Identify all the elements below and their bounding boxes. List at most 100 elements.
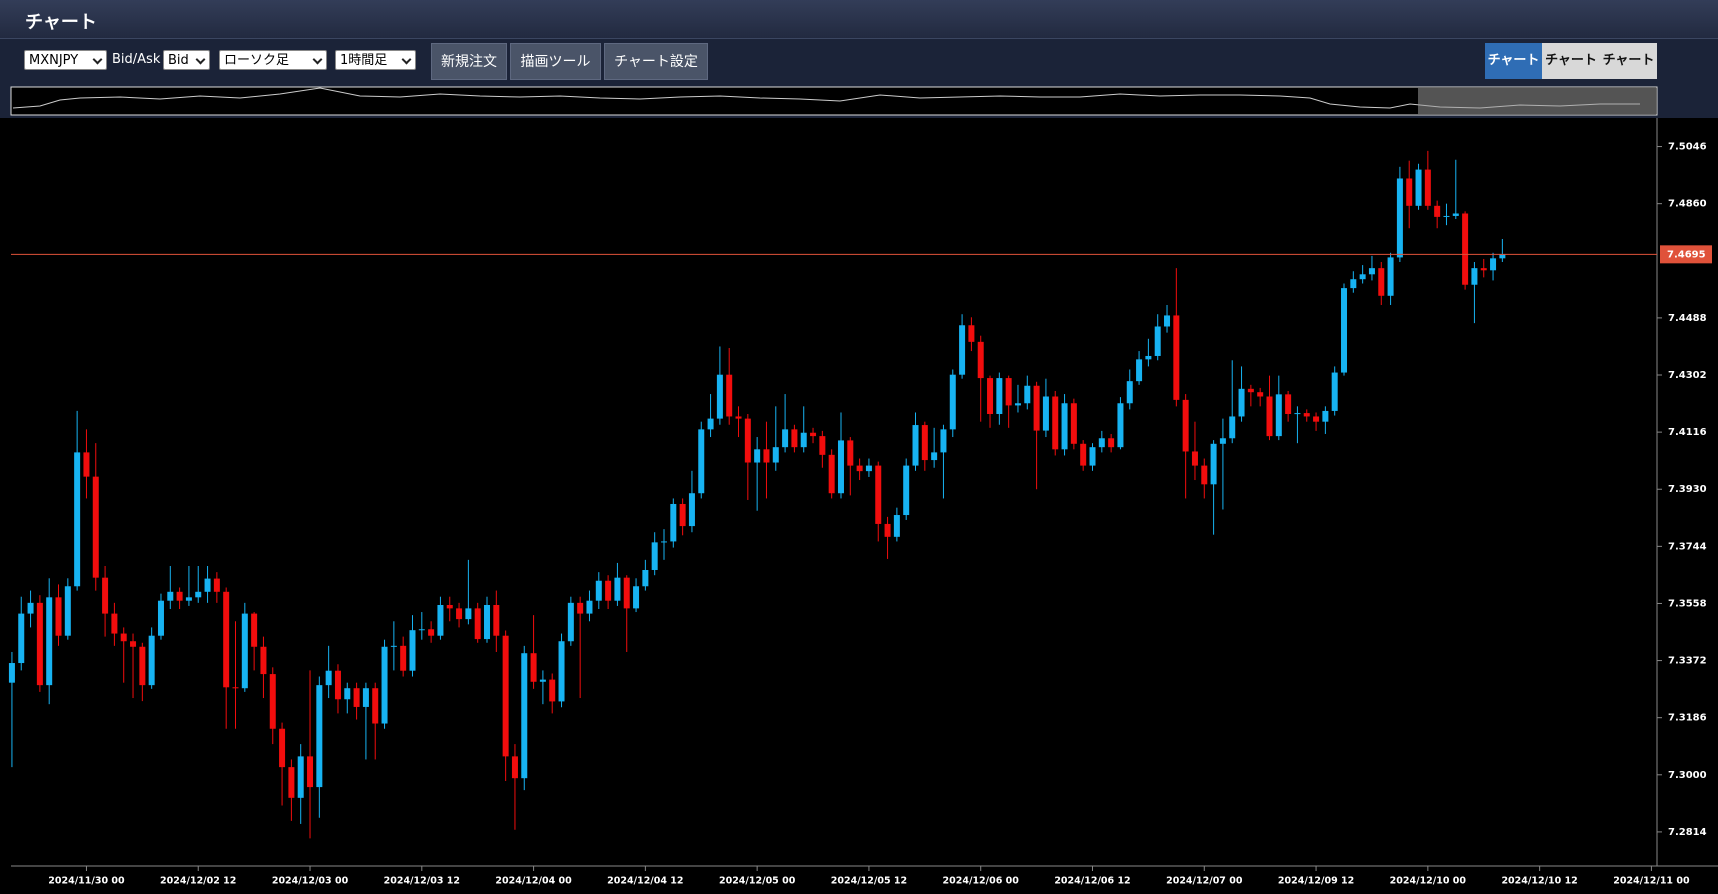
candle-body xyxy=(381,646,388,724)
candle-body xyxy=(698,429,705,494)
candle-body xyxy=(1350,279,1357,289)
x-tick-label: 2024/12/03 12 xyxy=(384,876,460,887)
candle-body xyxy=(55,597,62,636)
candle-body xyxy=(400,645,407,671)
candle-body xyxy=(1396,178,1403,258)
bidask-select[interactable]: Bid xyxy=(163,50,210,70)
candle-body xyxy=(493,604,500,636)
candle-body xyxy=(1229,416,1236,439)
candle-body xyxy=(1024,385,1031,404)
candle-body xyxy=(1303,413,1310,417)
title: チャート xyxy=(25,12,97,33)
candle-body xyxy=(856,465,863,472)
candle-body xyxy=(1033,385,1040,431)
candle-body xyxy=(763,449,770,463)
new-order-button[interactable]: 新規注文 xyxy=(431,43,507,80)
navigator-window[interactable] xyxy=(1418,88,1656,114)
candle-body xyxy=(1387,257,1394,296)
candle-body xyxy=(74,452,81,587)
chart-tab[interactable]: チャート3 xyxy=(1600,43,1657,104)
candle-body xyxy=(521,653,528,779)
candle-body xyxy=(931,452,938,461)
candle-body xyxy=(670,503,677,542)
candle-body xyxy=(633,586,640,609)
candle-body xyxy=(130,641,137,647)
candle-body xyxy=(36,602,43,686)
candle-body xyxy=(735,416,742,419)
title-bar: チャート xyxy=(0,0,1718,39)
candle-body xyxy=(623,577,630,609)
y-tick-label: 7.3744 xyxy=(1668,541,1707,552)
candle-body xyxy=(539,679,546,682)
y-tick-label: 7.4860 xyxy=(1668,199,1707,210)
candle-body xyxy=(446,604,453,609)
candle-body xyxy=(195,591,202,598)
candle-body xyxy=(260,646,267,675)
candle-body xyxy=(893,515,900,537)
y-tick-label: 7.3000 xyxy=(1668,770,1707,781)
x-tick-label: 2024/12/09 12 xyxy=(1278,876,1354,887)
candle-body xyxy=(875,465,882,524)
x-tick-label: 2024/12/07 00 xyxy=(1166,876,1243,887)
candle-body xyxy=(102,577,109,614)
candle-body xyxy=(1191,451,1198,466)
candle-body xyxy=(139,646,146,686)
candle-body xyxy=(912,425,919,466)
y-tick-label: 7.4302 xyxy=(1668,370,1707,381)
navigator-line xyxy=(12,87,1640,109)
candle-body xyxy=(1322,410,1329,422)
y-tick-label: 7.3372 xyxy=(1668,656,1707,667)
candle-body xyxy=(390,645,397,647)
drawing-tool-button[interactable]: 描画ツール xyxy=(510,43,601,80)
candle-body xyxy=(288,767,295,798)
candle-body xyxy=(1145,355,1152,360)
candle-body xyxy=(111,613,118,634)
symbol-select[interactable]: MXNJPY xyxy=(24,50,107,70)
candle-body xyxy=(46,597,53,686)
candle-body xyxy=(884,523,891,537)
candle-body xyxy=(1462,213,1469,285)
candle-body xyxy=(968,325,975,342)
candle-body xyxy=(251,613,258,647)
candle-body xyxy=(1499,254,1506,259)
candle-body xyxy=(83,452,90,477)
candle-body xyxy=(297,756,304,798)
candle-body xyxy=(1136,359,1143,382)
candle-body xyxy=(567,602,574,642)
y-tick-label: 7.4488 xyxy=(1668,313,1707,324)
candle-body xyxy=(660,541,667,543)
chart-tab[interactable]: チャート1 xyxy=(1485,43,1542,104)
candle-body xyxy=(1080,443,1087,466)
candle-body xyxy=(744,418,751,463)
x-tick-label: 2024/12/05 00 xyxy=(719,876,796,887)
x-tick-label: 2024/12/02 12 xyxy=(160,876,236,887)
chart-settings-button[interactable]: チャート設定 xyxy=(604,43,708,80)
candle-body xyxy=(1173,315,1180,400)
candle-body xyxy=(1164,315,1171,327)
candle-body xyxy=(120,633,127,642)
x-tick-label: 2024/12/06 12 xyxy=(1054,876,1130,887)
chart-tab[interactable]: チャート2 xyxy=(1542,43,1600,104)
candle-body xyxy=(307,756,314,788)
candle-body xyxy=(372,688,379,724)
candle-body xyxy=(353,688,360,707)
candle-body xyxy=(474,608,481,640)
candle-body xyxy=(1257,392,1264,397)
candle-body xyxy=(921,425,928,461)
candle-body xyxy=(1490,258,1497,271)
candle-body xyxy=(819,436,826,455)
candle-body xyxy=(418,629,425,631)
candle-body xyxy=(428,629,435,636)
candle-body xyxy=(940,429,947,453)
timeframe-select[interactable]: 1時間足 xyxy=(335,50,416,70)
y-tick-label: 7.3186 xyxy=(1668,713,1707,724)
candle-body xyxy=(847,440,854,466)
candle-body xyxy=(1117,403,1124,448)
x-tick-label: 2024/12/04 00 xyxy=(495,876,572,887)
candle-body xyxy=(530,653,537,682)
y-tick-label: 7.3558 xyxy=(1668,598,1707,609)
candle-body xyxy=(1089,447,1096,466)
candle-body xyxy=(1406,178,1413,206)
chart-kind-select[interactable]: ローソク足 xyxy=(219,50,327,70)
candle-body xyxy=(595,580,602,601)
